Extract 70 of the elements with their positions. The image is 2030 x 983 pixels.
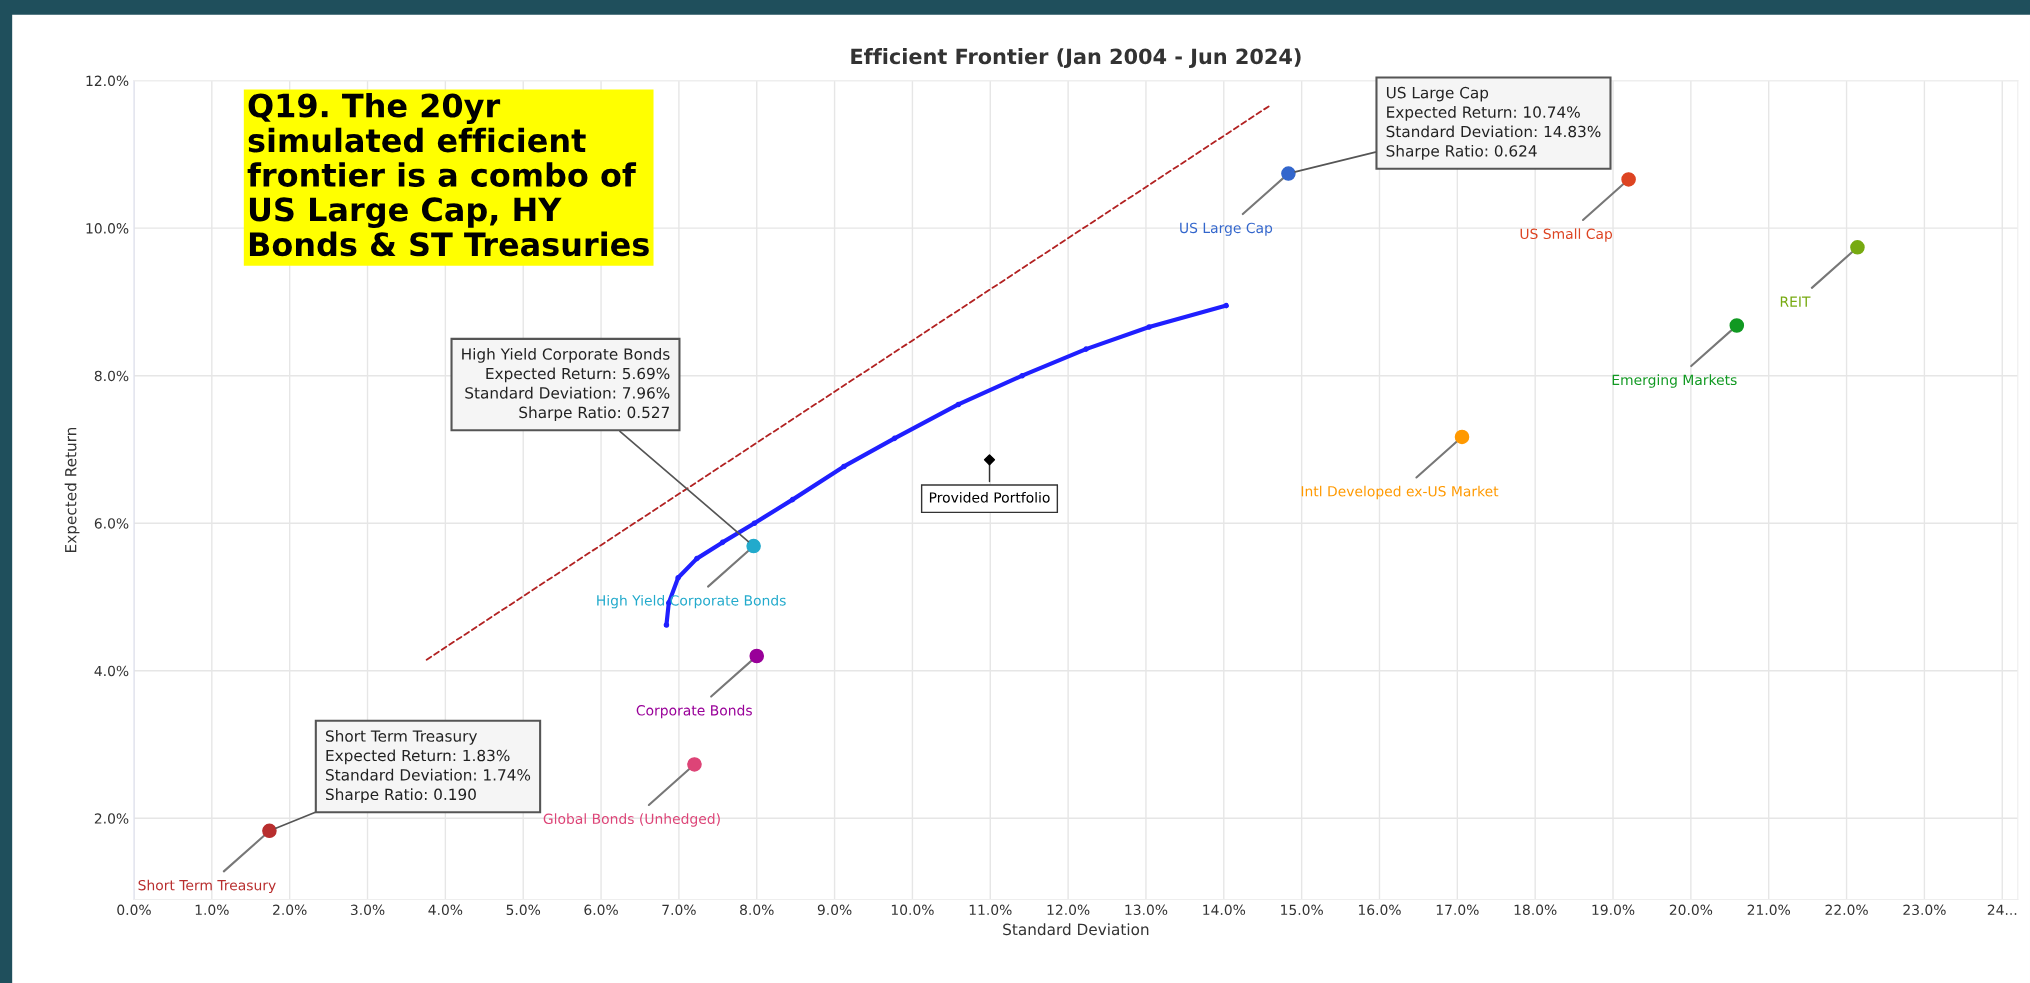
x-tick-label: 9.0%	[817, 904, 852, 916]
y-tick-label: 12.0%	[86, 75, 129, 87]
x-tick-label: 0.0%	[117, 904, 151, 916]
chart-title: Efficient Frontier (Jan 2004 - Jun 2024)	[851, 48, 1301, 69]
annotation: Q19. The 20yr simulated efficient frontier is a combo of US Large Cap, HY Bonds & ST Treasuries	[247, 92, 649, 257]
point	[841, 463, 847, 470]
y-tick-label: 8.0%	[94, 370, 129, 382]
x-tick-label: 17.0%	[1436, 904, 1479, 916]
x-tick-label: 6.0%	[584, 904, 618, 916]
x-tick-label: 10.0%	[891, 904, 934, 916]
point	[1621, 172, 1636, 187]
point	[891, 435, 898, 442]
y-tick-label: 4.0%	[94, 665, 129, 677]
text: Intl Developed ex-US Market	[1301, 485, 1499, 500]
y-tick-label: 10.0%	[86, 223, 129, 234]
point	[1729, 318, 1745, 333]
x-tick-label: 15.0%	[1281, 904, 1323, 916]
point	[1083, 346, 1089, 352]
text: US Small Cap	[1520, 228, 1613, 242]
x-tick-label: 16.0%	[1358, 904, 1401, 916]
x-tick-label: 22.0%	[1825, 904, 1868, 916]
x-tick-label: 2.0%	[273, 904, 307, 916]
y-tick-label: 2.0%	[94, 813, 129, 824]
text: US Large Cap	[1180, 222, 1273, 236]
text: Emerging Markets	[1612, 374, 1737, 388]
x-tick-label: 12.0%	[1047, 904, 1090, 916]
point	[751, 520, 758, 527]
text: Short Term Treasury	[138, 879, 276, 894]
annotation: High Yield Corporate Bonds Expected Return: 5.69% Standard Deviation: 7.96% Sharpe Ratio: 0.527	[462, 348, 670, 422]
y-tick-label: 6.0%	[94, 518, 129, 529]
x-tick-label: 1.0%	[195, 904, 229, 916]
point	[749, 648, 765, 664]
point	[694, 555, 700, 562]
x-tick-label: 21.0%	[1747, 904, 1791, 916]
x-tick-label: 7.0%	[662, 904, 696, 916]
point	[955, 401, 962, 408]
x-tick-label: 3.0%	[350, 904, 385, 916]
annotation: US Large Cap Expected Return: 10.74% Standard Deviation: 14.83% Sharpe Ratio: 0.624	[1386, 86, 1601, 160]
x-tick-label: 20.0%	[1669, 904, 1713, 916]
point	[719, 539, 726, 546]
x-tick-label: 8.0%	[740, 904, 774, 916]
point	[789, 496, 796, 503]
x-tick-label: 14.0%	[1203, 904, 1246, 916]
text: Corporate Bonds	[636, 704, 752, 719]
point	[746, 538, 761, 554]
annotation: Short Term Treasury Expected Return: 1.83% Standard Deviation: 1.74% Sharpe Ratio: 0.190	[325, 729, 531, 804]
y-axis-title: Expected Return	[64, 427, 80, 552]
text: Global Bonds (Unhedged)	[543, 813, 720, 827]
point	[675, 575, 681, 581]
x-tick-label: 13.0%	[1125, 904, 1168, 916]
point	[1223, 302, 1229, 309]
x-tick-label: 24...	[1987, 904, 2017, 915]
point	[687, 757, 702, 772]
point	[1146, 324, 1152, 330]
point	[262, 823, 277, 839]
point	[1454, 429, 1470, 445]
x-axis-title: Standard Deviation	[1003, 923, 1149, 936]
x-tick-label: 23.0%	[1903, 904, 1946, 916]
x-tick-label: 18.0%	[1514, 904, 1557, 916]
point	[663, 622, 670, 628]
point	[983, 454, 996, 466]
point	[1850, 240, 1865, 255]
text: Provided Portfolio	[929, 491, 1050, 503]
point	[1281, 166, 1296, 181]
x-tick-label: 19.0%	[1592, 904, 1635, 916]
text: REIT	[1780, 296, 1811, 307]
x-tick-label: 4.0%	[428, 904, 463, 916]
x-tick-label: 5.0%	[506, 904, 541, 916]
x-tick-label: 11.0%	[969, 904, 1012, 916]
point	[1019, 372, 1025, 379]
